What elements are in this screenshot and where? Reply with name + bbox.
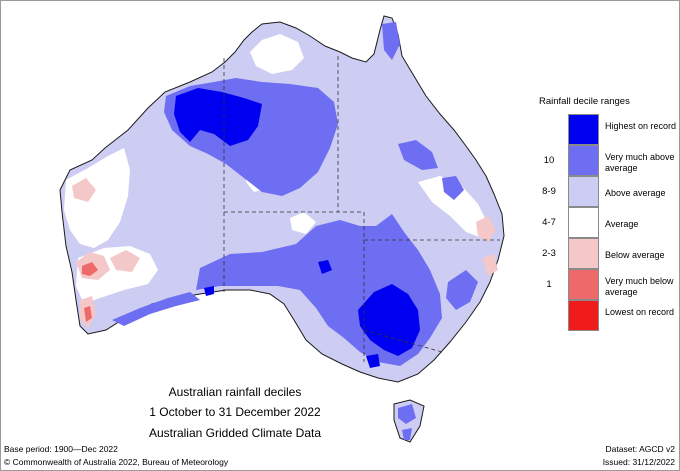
legend-label-lowest: Lowest on record bbox=[605, 307, 675, 317]
legend-swatch-below bbox=[568, 238, 599, 269]
legend-label-highest: Highest on record bbox=[605, 121, 677, 131]
region-highest-kimberley bbox=[174, 88, 262, 146]
legend-range-2-3: 2-3 bbox=[542, 248, 556, 259]
legend-swatch-above bbox=[568, 176, 599, 207]
state-borders bbox=[223, 56, 500, 362]
legend-title: Rainfall decile ranges bbox=[539, 96, 630, 107]
region-very-above-west bbox=[112, 292, 200, 326]
legend-swatch-highest bbox=[568, 114, 599, 145]
region-highest-small-1 bbox=[318, 260, 332, 274]
map-title-line3: Australian Gridded Climate Data bbox=[148, 426, 322, 440]
region-average-east bbox=[418, 176, 488, 238]
region-very-above-qld bbox=[398, 140, 438, 170]
region-highest-small-2 bbox=[204, 286, 214, 296]
region-very-above-nsw-coast bbox=[446, 270, 478, 310]
map-title-line2: 1 October to 31 December 2022 bbox=[149, 405, 321, 419]
dataset-label: Dataset: AGCD v2 bbox=[605, 444, 675, 454]
copyright-label: © Commonwealth of Australia 2022, Bureau… bbox=[4, 457, 229, 467]
legend-range-10: 10 bbox=[543, 155, 555, 166]
tasmania-very-above bbox=[398, 404, 416, 424]
region-very-above-qld-2 bbox=[442, 176, 464, 200]
base-period-label: Base period: 1900—Dec 2022 bbox=[4, 444, 118, 454]
region-highest-small-3 bbox=[366, 354, 380, 368]
legend-swatch-very-below bbox=[568, 269, 599, 300]
region-below-west bbox=[72, 178, 96, 202]
legend-swatch-very-above bbox=[568, 145, 599, 176]
region-average-north bbox=[250, 34, 304, 74]
region-very-below-2 bbox=[84, 306, 92, 322]
legend-label-very-below: Very much below average bbox=[605, 276, 674, 297]
region-average-west bbox=[64, 148, 130, 248]
region-highest-murray bbox=[358, 284, 420, 356]
issued-label: Issued: 31/12/2022 bbox=[602, 457, 675, 467]
legend-swatch-lowest bbox=[568, 300, 599, 331]
region-below-east-2 bbox=[482, 254, 498, 276]
legend-label-above: Above average bbox=[605, 188, 666, 198]
region-very-below bbox=[82, 262, 98, 276]
legend-label-average: Average bbox=[605, 219, 639, 229]
legend-label-very-above: Very much above average bbox=[605, 152, 675, 173]
legend-range-1: 1 bbox=[546, 279, 552, 290]
region-below-southwest-2 bbox=[110, 250, 140, 272]
legend-range-8-9: 8-9 bbox=[542, 186, 556, 197]
region-average-sa bbox=[290, 212, 316, 234]
region-below-east bbox=[476, 216, 496, 242]
tasmania-south bbox=[402, 428, 412, 440]
map-title-line1: Australian rainfall deciles bbox=[168, 385, 302, 399]
legend-range-4-7: 4-7 bbox=[542, 217, 556, 228]
legend-swatch-average bbox=[568, 207, 599, 238]
legend-label-below: Below average bbox=[605, 250, 665, 260]
region-very-above-cape bbox=[382, 22, 400, 60]
